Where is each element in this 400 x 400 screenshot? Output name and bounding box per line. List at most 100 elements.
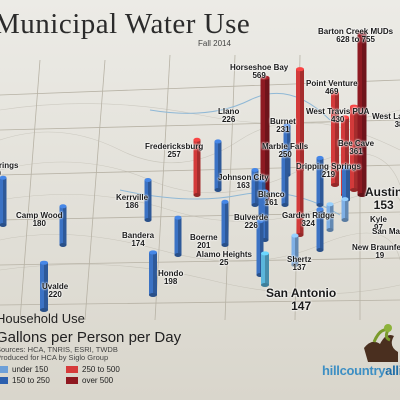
city-label-austin: Austin 153: [365, 186, 400, 211]
city-name: Hondo: [158, 269, 184, 278]
bar-alamo-heights: [256, 219, 264, 277]
city-name: San Antonio: [266, 286, 337, 300]
bar-base: [174, 253, 182, 257]
bar-shade: [225, 201, 229, 245]
city-name: Bulverde: [234, 213, 269, 222]
bar-san-antonio: [261, 251, 269, 287]
bar-shertz: [291, 233, 299, 267]
city-label-johnson-city: Johnson City 163: [218, 173, 269, 191]
city-name: Burnet: [270, 117, 296, 126]
city-label-barton-creek-muds: Barton Creek MUDs 628 to 755: [318, 27, 394, 45]
city-value: 257: [167, 150, 181, 160]
city-name: Barton Creek MUDs: [318, 27, 394, 36]
bar-shade: [197, 139, 201, 195]
bar-kerrville: [144, 178, 152, 222]
bar-shade: [320, 157, 324, 205]
city-label-west-travis-pua: West Travis PUA 430: [306, 107, 369, 125]
bar-cap: [193, 137, 201, 142]
legend-label-3: 250 to 500: [82, 365, 120, 374]
bar-layer: [0, 30, 367, 312]
city-label-new-braunfels: New Braunfels19: [352, 243, 400, 261]
bar-cap: [342, 165, 350, 170]
map-title: Municipal Water Use: [0, 8, 251, 40]
bar-cap: [341, 197, 349, 202]
logo-part1: hillcountry: [322, 363, 386, 378]
bar-shade: [265, 253, 269, 285]
city-value: 137: [292, 263, 306, 273]
bar-shade: [300, 165, 304, 235]
city-name: Llano: [218, 107, 240, 116]
city-label-uvalde: Uvalde 220: [42, 282, 69, 300]
bar-base: [281, 203, 289, 207]
city-value: 25: [219, 258, 229, 268]
bar-shade: [362, 32, 367, 195]
bar-fredericksburg: [193, 137, 201, 197]
bar-cap: [296, 67, 304, 72]
bar-cap: [296, 163, 304, 168]
bar-dripping-springs: [316, 155, 324, 207]
bar-cap: [258, 178, 266, 183]
city-value: 174: [131, 239, 145, 249]
bar-cap: [261, 251, 269, 256]
city-label-bee-cave: Bee Cave 361: [338, 139, 374, 157]
city-value: 430: [331, 115, 345, 125]
city-label-rocksprings: Rocksprings220: [0, 161, 19, 179]
bar-shade: [218, 141, 222, 190]
bar-cap: [260, 75, 270, 80]
bar-new-braunfels: [316, 207, 324, 252]
bar-shade: [345, 199, 349, 220]
city-label-hondo: Hondo 198: [158, 269, 184, 287]
bar-base: [40, 308, 48, 312]
city-label-marble-falls: Marble Falls 250: [262, 142, 309, 160]
bar-cap: [174, 215, 182, 220]
bar-base: [0, 223, 7, 227]
city-value: 324: [301, 219, 315, 229]
bar-base: [251, 203, 259, 207]
city-value: 231: [276, 125, 290, 135]
city-value: 201: [197, 241, 211, 251]
city-name: West Lake Hills: [372, 112, 400, 121]
bar-cap: [256, 219, 264, 224]
city-label-garden-ridge: Garden Ridge 324: [282, 211, 334, 229]
bar-base: [331, 183, 339, 187]
bar-shade: [335, 92, 339, 185]
bar-cap: [281, 149, 289, 154]
city-value: 163: [236, 181, 251, 191]
city-label-dripping-springs: Dripping Springs 219: [296, 162, 361, 180]
city-name: Point Venture: [306, 79, 358, 88]
city-value: 161: [264, 198, 279, 208]
city-value: 186: [125, 201, 139, 211]
bar-llano: [214, 139, 222, 192]
bar-base: [357, 193, 367, 197]
bar-cap: [350, 104, 358, 109]
city-label-fredericksburg: Fredericksburg 257: [145, 142, 203, 160]
bar-base: [326, 228, 334, 232]
bar-barton-creek-muds: [357, 30, 367, 197]
bar-shade: [44, 262, 48, 310]
bar-cap: [214, 139, 222, 144]
city-name: Camp Wood: [16, 211, 63, 220]
bar-base: [221, 243, 229, 247]
city-label-san-marcos: San Marcos: [372, 227, 400, 236]
bar-cap: [0, 175, 7, 180]
city-value: 198: [163, 277, 178, 287]
city-name: Bandera: [122, 231, 155, 240]
bar-shade: [346, 167, 350, 200]
city-name: Austin: [365, 185, 400, 199]
city-label-blanco: Blanco 161: [258, 190, 285, 208]
bar-base: [316, 248, 324, 252]
city-name: Horseshoe Bay: [230, 63, 289, 72]
city-name: Marble Falls: [262, 142, 309, 151]
city-name: Uvalde: [42, 282, 69, 291]
city-value: 219: [321, 170, 336, 180]
bar-base: [316, 203, 324, 207]
city-name: Rocksprings: [0, 161, 19, 170]
legend-subtitle: Gallons per Person per Day: [0, 329, 182, 346]
city-label-point-venture: Point Venture 469: [306, 79, 358, 97]
city-value: 19: [375, 251, 385, 261]
city-name: Dripping Springs: [296, 162, 361, 171]
city-value: 361: [349, 147, 363, 157]
city-label-west-lake-hills: West Lake Hills388: [372, 112, 400, 130]
